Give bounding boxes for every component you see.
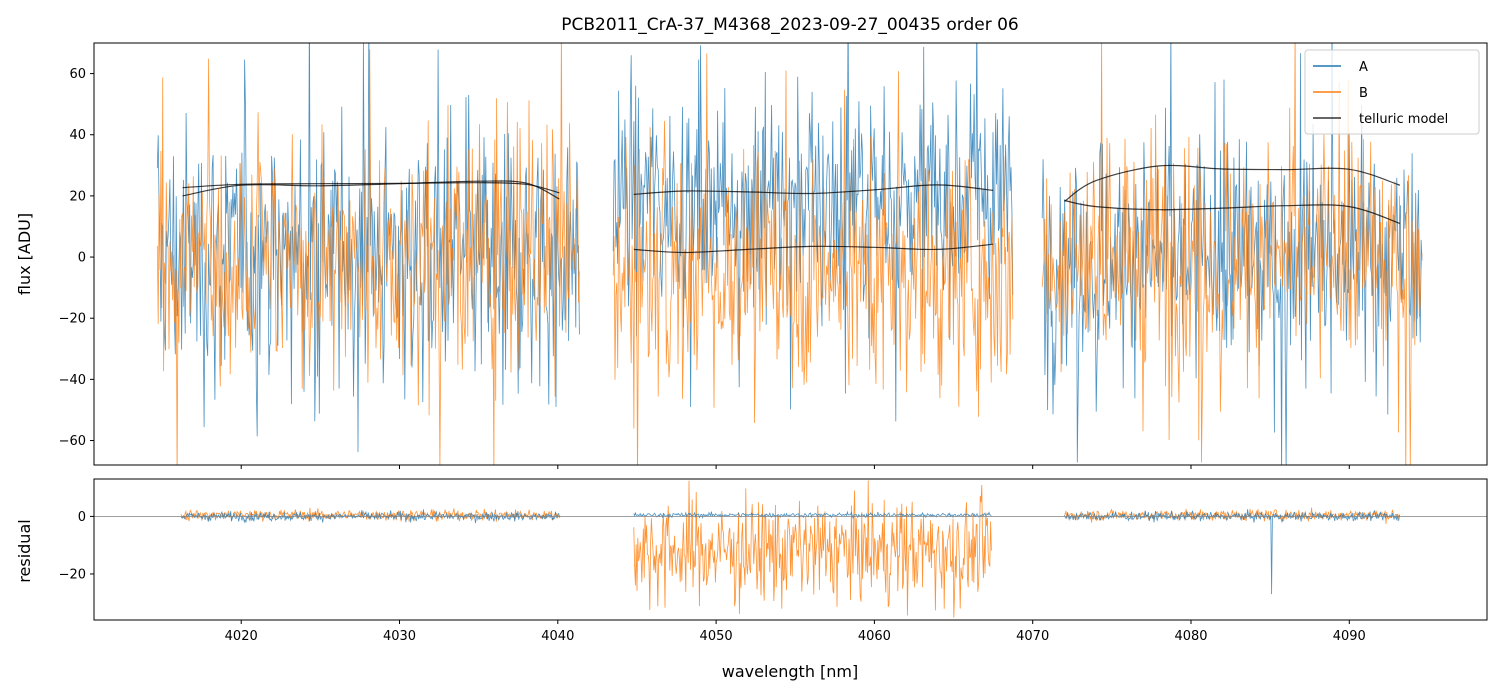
series-b-segment-1	[156, 43, 580, 465]
top-panel-data	[156, 43, 1423, 465]
x-tick-label: 4070	[1016, 629, 1049, 644]
legend-label-a: A	[1359, 60, 1368, 75]
bottom-panel: −20 0 4020 4030 4040 4050 4060 4070 4080 4090 re…	[15, 478, 1488, 681]
top-y-tick-label: 60	[69, 67, 86, 82]
bottom-y-tick-label: −20	[59, 567, 86, 582]
x-tick-label: 4080	[1174, 629, 1207, 644]
residual-b-segment-2	[633, 480, 992, 618]
legend-frame	[1304, 49, 1480, 135]
top-y-tick-label: −20	[59, 312, 86, 327]
telluric-model-b-segment-2	[633, 243, 994, 254]
residual-a-segment-1	[181, 509, 561, 524]
telluric-model-b-segment-1	[182, 182, 560, 194]
chart-title: PCB2011_CrA-37_M4368_2023-09-27_00435 or…	[561, 15, 1019, 35]
residual-a-segment-2	[633, 510, 992, 520]
x-axis: 4020 4030 4040 4050 4060 4070 4080 4090	[225, 620, 1366, 644]
top-y-tick-label: 20	[69, 189, 86, 204]
x-tick-label: 4020	[225, 629, 258, 644]
telluric-model-a-segment-2	[633, 184, 994, 195]
top-x-ticks	[240, 465, 1350, 469]
legend-label-telluric: telluric model	[1359, 112, 1448, 127]
x-tick-label: 4090	[1333, 629, 1366, 644]
bottom-y-tick-label: 0	[78, 510, 86, 525]
bottom-y-axis-label: residual	[15, 519, 34, 582]
top-y-tick-label: −40	[59, 373, 86, 388]
x-tick-label: 4060	[858, 629, 891, 644]
residual-a-segment-3	[1064, 509, 1400, 595]
legend: A B telluric model	[1304, 49, 1480, 135]
top-y-tick-label: 40	[69, 128, 86, 143]
series-b-segment-3	[1041, 43, 1423, 465]
residual-b-segment-3	[1064, 507, 1400, 524]
telluric-model-b-segment-3	[1064, 199, 1401, 224]
top-y-tick-label: 0	[78, 251, 86, 266]
bottom-panel-data	[94, 480, 1487, 618]
bottom-panel-frame	[93, 478, 1488, 621]
series-a-segment-3	[1041, 43, 1423, 465]
series-a-segment-2	[612, 43, 1014, 422]
x-axis-label: wavelength [nm]	[722, 662, 859, 681]
top-y-tick-label: −60	[59, 434, 86, 449]
series-a-segment-1	[156, 43, 580, 453]
bottom-y-axis: −20 0	[59, 510, 94, 582]
x-tick-label: 4030	[383, 629, 416, 644]
x-tick-label: 4040	[541, 629, 574, 644]
x-tick-label: 4050	[700, 629, 733, 644]
series-b-segment-2	[612, 53, 1014, 465]
residual-b-segment-1	[180, 507, 561, 523]
top-y-axis-label: flux [ADU]	[15, 213, 34, 295]
top-y-axis: −60 −40 −20 0 20 40 60	[59, 67, 94, 449]
legend-label-b: B	[1359, 86, 1368, 101]
top-panel-frame	[93, 42, 1488, 466]
top-panel: −60 −40 −20 0 20 40 60 flux [ADU] A B telluric…	[15, 42, 1488, 469]
telluric-model-a-segment-3	[1064, 164, 1401, 202]
